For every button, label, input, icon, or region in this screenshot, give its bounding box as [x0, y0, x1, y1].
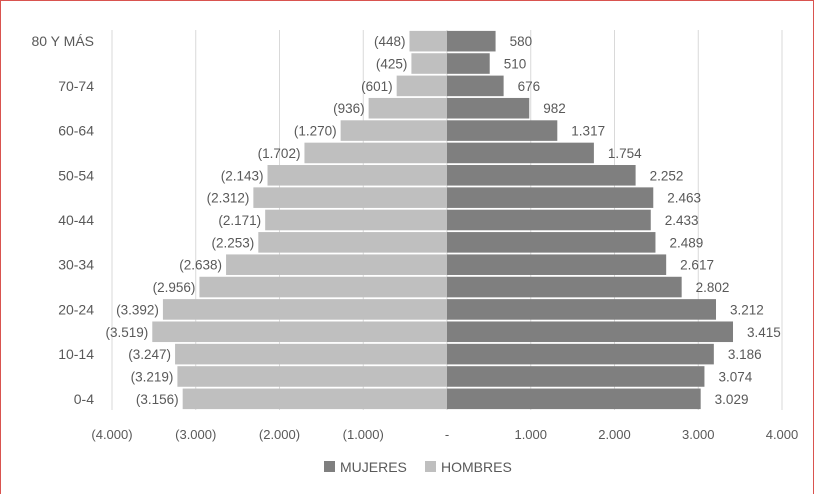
x-tick-label: (2.000)	[259, 427, 300, 442]
bar-mujeres	[447, 276, 682, 298]
data-label-hombres: (3.247)	[128, 347, 171, 362]
bar-mujeres	[447, 30, 496, 52]
data-label-mujeres: 982	[543, 101, 566, 116]
bar-hombres	[304, 142, 447, 164]
bar-mujeres	[447, 120, 558, 141]
data-label-mujeres: 2.463	[667, 191, 701, 206]
bar-hombres	[177, 366, 447, 387]
data-label-hombres: (3.519)	[106, 325, 149, 340]
bar-hombres	[253, 187, 447, 208]
y-tick-label: 20-24	[58, 301, 94, 317]
x-tick-label: (4.000)	[91, 427, 132, 442]
data-label-mujeres: 3.074	[718, 369, 752, 384]
x-tick-label: 4.000	[766, 427, 799, 442]
bar-hombres	[411, 53, 447, 74]
data-label-hombres: (3.392)	[116, 302, 159, 317]
data-label-hombres: (2.171)	[218, 213, 261, 228]
data-label-mujeres: 2.617	[680, 258, 714, 273]
bar-hombres	[226, 254, 447, 275]
data-label-hombres: (2.956)	[153, 280, 196, 295]
bar-mujeres	[447, 299, 717, 320]
data-label-hombres: (3.156)	[136, 392, 179, 407]
y-tick-label: 10-14	[58, 346, 94, 362]
bar-hombres	[409, 30, 447, 52]
bar-mujeres	[447, 343, 714, 365]
bar-mujeres	[447, 209, 651, 231]
bar-mujeres	[447, 366, 705, 387]
data-label-mujeres: 2.802	[696, 280, 730, 295]
x-tick-label: 2.000	[598, 427, 631, 442]
x-tick-label: (3.000)	[175, 427, 216, 442]
x-tick-label: 3.000	[682, 427, 715, 442]
x-tick-label: 1.000	[514, 427, 547, 442]
data-label-hombres: (1.270)	[294, 124, 337, 139]
data-label-hombres: (3.219)	[131, 369, 174, 384]
data-label-hombres: (2.143)	[221, 168, 264, 183]
data-label-mujeres: 510	[504, 57, 527, 72]
bar-hombres	[265, 209, 447, 231]
bar-hombres	[152, 321, 447, 343]
data-label-mujeres: 2.433	[665, 213, 699, 228]
legend-label-hombres: HOMBRES	[441, 459, 512, 475]
bar-mujeres	[447, 187, 654, 208]
bar-hombres	[396, 75, 447, 97]
data-label-hombres: (448)	[374, 34, 406, 49]
y-tick-label: 40-44	[58, 212, 94, 228]
bar-hombres	[340, 120, 447, 141]
data-label-mujeres: 1.317	[571, 124, 605, 139]
bar-mujeres	[447, 97, 530, 119]
data-label-mujeres: 3.029	[715, 392, 749, 407]
bar-mujeres	[447, 53, 490, 74]
x-tick-label: (1.000)	[343, 427, 384, 442]
bar-hombres	[258, 232, 447, 253]
bar-mujeres	[447, 165, 636, 186]
bar-mujeres	[447, 388, 701, 410]
data-label-hombres: (2.312)	[207, 191, 250, 206]
data-label-hombres: (2.253)	[212, 235, 255, 250]
bar-mujeres	[447, 254, 667, 275]
y-tick-label: 60-64	[58, 123, 94, 139]
data-label-mujeres: 3.415	[747, 325, 781, 340]
bar-mujeres	[447, 232, 656, 253]
data-label-mujeres: 2.489	[669, 235, 703, 250]
bar-hombres	[175, 343, 447, 365]
data-label-mujeres: 3.186	[728, 347, 762, 362]
bar-mujeres	[447, 142, 594, 164]
y-tick-label: 70-74	[58, 78, 94, 94]
data-label-mujeres: 676	[518, 79, 541, 94]
bar-hombres	[267, 165, 447, 186]
y-tick-label: 80 Y MÁS	[31, 33, 94, 49]
bar-hombres	[368, 97, 447, 119]
legend-swatch-hombres	[425, 461, 436, 472]
data-label-hombres: (2.638)	[179, 258, 222, 273]
data-label-mujeres: 580	[510, 34, 533, 49]
x-tick-label: -	[445, 427, 449, 442]
y-tick-label: 0-4	[74, 391, 94, 407]
data-label-hombres: (601)	[361, 79, 393, 94]
bar-hombres	[182, 388, 447, 410]
bar-hombres	[199, 276, 447, 298]
legend-label-mujeres: MUJERES	[340, 459, 407, 475]
y-tick-label: 50-54	[58, 167, 94, 183]
bar-mujeres	[447, 321, 734, 343]
data-label-hombres: (1.702)	[258, 146, 301, 161]
data-label-mujeres: 1.754	[608, 146, 642, 161]
data-label-hombres: (936)	[333, 101, 365, 116]
data-label-mujeres: 3.212	[730, 302, 764, 317]
bar-mujeres	[447, 75, 504, 97]
data-label-mujeres: 2.252	[650, 168, 684, 183]
data-label-hombres: (425)	[376, 57, 408, 72]
y-tick-label: 30-34	[58, 257, 94, 273]
legend-swatch-mujeres	[324, 461, 335, 472]
bar-hombres	[162, 299, 448, 320]
